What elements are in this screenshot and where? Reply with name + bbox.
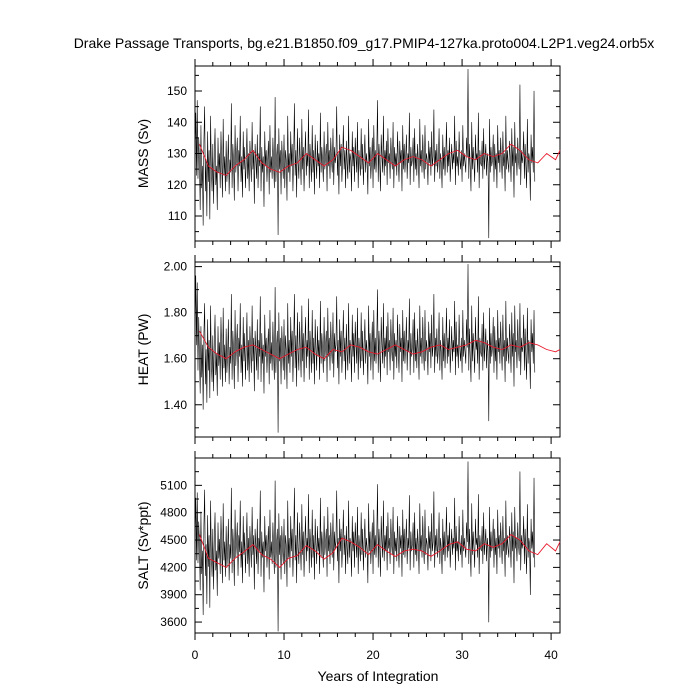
salt-ytick-label: 5100 [160, 478, 187, 492]
x-tick-label: 0 [192, 648, 199, 662]
heat-ticks: 1.40 1.60 1.80 2.00 [164, 255, 560, 444]
mass-ytick-label: 150 [167, 84, 187, 98]
x-tick-label: 20 [366, 648, 380, 662]
salt-ytick-label: 4200 [160, 560, 187, 574]
salt-ytick-label: 3900 [160, 588, 187, 602]
salt-plot-frame [194, 457, 561, 634]
heat-panel: 1.40 1.60 1.80 2.00 HEAT (PW) [135, 255, 561, 444]
salt-series [194, 461, 561, 632]
x-axis-label: Years of Integration [318, 668, 439, 684]
mass-ytick-label: 120 [167, 178, 187, 192]
heat-monthly-series-line [194, 263, 536, 433]
salt-ticks: 3600 3900 4200 4500 4800 5100 0 10 20 30 40 [160, 451, 560, 662]
x-tick-label: 10 [277, 648, 291, 662]
heat-ytick-label: 2.00 [164, 260, 188, 274]
heat-ytick-label: 1.60 [164, 352, 188, 366]
mass-ytick-label: 140 [167, 115, 187, 129]
salt-annual-series-line [199, 534, 561, 568]
mass-monthly-series-line [194, 68, 536, 239]
salt-panel: 3600 3900 4200 4500 4800 5100 0 10 20 30 40 SALT (… [135, 451, 561, 662]
salt-ytick-label: 4800 [160, 506, 187, 520]
salt-monthly-series-line [194, 461, 536, 632]
mass-panel: 110 120 130 140 150 MASS (Sv) [135, 59, 561, 248]
heat-ytick-label: 1.80 [164, 306, 188, 320]
mass-ytick-label: 110 [168, 209, 187, 223]
x-tick-label: 40 [544, 648, 558, 662]
mass-ytick-label: 130 [167, 147, 187, 161]
salt-ytick-label: 3600 [160, 615, 187, 629]
mass-series [194, 68, 561, 239]
chart-title: Drake Passage Transports, bg.e21.B1850.f… [74, 35, 655, 51]
salt-ytick-label: 4500 [160, 533, 187, 547]
heat-y-axis-label: HEAT (PW) [135, 314, 151, 386]
heat-ytick-label: 1.40 [164, 398, 188, 412]
mass-y-axis-label: MASS (Sv) [135, 119, 151, 188]
salt-y-axis-label: SALT (Sv*ppt) [135, 501, 151, 589]
mass-annual-series-line [199, 143, 561, 176]
heat-annual-series-line [199, 330, 561, 360]
x-tick-label: 30 [455, 648, 469, 662]
heat-series [194, 263, 561, 433]
